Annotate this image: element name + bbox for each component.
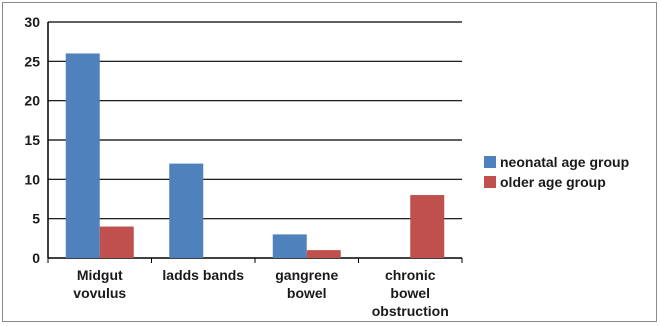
chart-frame bbox=[2, 2, 657, 322]
legend-swatch bbox=[484, 156, 496, 168]
bar-neonatal-1 bbox=[169, 163, 204, 258]
bar-older-2 bbox=[306, 250, 341, 258]
y-tick-label: 15 bbox=[24, 132, 40, 148]
legend-label: neonatal age group bbox=[500, 154, 629, 170]
bar-neonatal-2 bbox=[272, 234, 307, 258]
y-tick-label: 20 bbox=[24, 93, 40, 109]
x-category-label: chronic bbox=[385, 267, 436, 283]
x-category-label: ladds bands bbox=[162, 267, 244, 283]
y-tick-label: 25 bbox=[24, 53, 40, 69]
x-category-label: bowel bbox=[390, 285, 430, 301]
x-category-label: gangrene bbox=[275, 267, 338, 283]
y-tick-label: 10 bbox=[24, 171, 40, 187]
legend-swatch bbox=[484, 176, 496, 188]
x-category-label: bowel bbox=[287, 285, 327, 301]
y-tick-label: 5 bbox=[32, 211, 40, 227]
y-tick-label: 30 bbox=[24, 14, 40, 30]
legend-label: older age group bbox=[500, 174, 606, 190]
x-category-label: Midgut bbox=[77, 267, 123, 283]
x-category-label: obstruction bbox=[372, 303, 449, 319]
x-category-label: vovulus bbox=[73, 285, 126, 301]
bar-older-0 bbox=[99, 226, 134, 258]
y-tick-label: 0 bbox=[32, 250, 40, 266]
bar-older-3 bbox=[410, 195, 445, 258]
bar-neonatal-0 bbox=[65, 53, 100, 258]
